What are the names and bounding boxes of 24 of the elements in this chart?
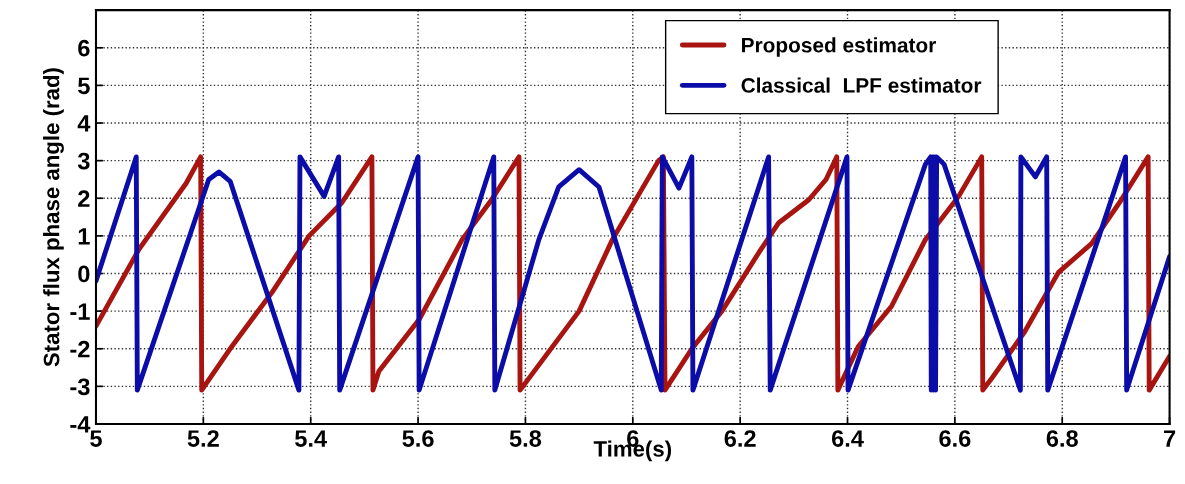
legend-label: Proposed estimator <box>742 37 936 57</box>
x-tick-label: 7 <box>1164 430 1176 447</box>
y-tick-label: 5 <box>78 77 90 95</box>
y-tick-label: 3 <box>77 152 90 170</box>
y-tick-label: 0 <box>78 265 90 283</box>
x-tick-label: 6.8 <box>1046 430 1078 447</box>
y-tick-label: 2 <box>78 190 90 207</box>
x-tick-label: 5.4 <box>295 430 327 447</box>
y-axis-title: Stator flux phase angle (rad) <box>43 68 64 367</box>
x-tick-label: 6.4 <box>831 430 864 447</box>
x-tick-label: 5 <box>90 430 102 447</box>
y-tick-label: 4 <box>77 115 91 132</box>
y-tick-label: 6 <box>78 39 90 57</box>
y-tick-label: -4 <box>70 416 91 433</box>
y-tick-label: -1 <box>70 303 90 320</box>
y-tick-label: -2 <box>70 340 90 358</box>
y-tick-label: -3 <box>70 378 90 396</box>
x-tick-label: 5.6 <box>402 430 434 447</box>
x-tick-label: 5.2 <box>187 430 219 447</box>
legend-label: Classical LPF estimator <box>741 77 982 93</box>
x-tick-label: 6.6 <box>939 430 971 447</box>
y-tick-label: 1 <box>78 228 90 245</box>
x-tick-label: 6.2 <box>724 430 756 447</box>
x-tick-label: 5.8 <box>509 430 542 447</box>
